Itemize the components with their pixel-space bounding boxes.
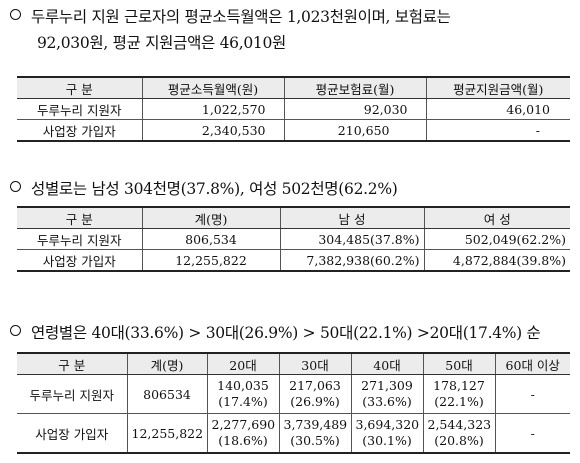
support-cell: - (425, 119, 570, 142)
row-label: 두루누리 지원자 (17, 228, 143, 250)
table-row: 사업장 가입자 2,340,530 210,650 - (17, 119, 570, 142)
table-row: 사업장 가입자 12,255,822 2,277,690 (18.6%) 3,73… (17, 413, 570, 454)
section1-heading: 두루누리 지원 근로자의 평균소득월액은 1,023천원이며, 보험료는 92,… (10, 4, 451, 56)
table-row: 두루누리 지원자 806534 140,035 (17.4%) 217,063 (2… (17, 374, 570, 414)
support-cell: 46,010 (425, 98, 570, 120)
column-header: 40대 (350, 352, 424, 375)
section3-heading: 연령별은 40대(33.6%) > 30대(26.9%) > 50대(22.1%… (10, 320, 541, 346)
income-table: 구 분 평균소득월액(원) 평균보험료(월) 평균지원금액(월) 두루누리 지원… (17, 76, 570, 142)
age-20s-cell: 140,035 (17.4%) (206, 374, 280, 414)
row-label: 두루누리 지원자 (17, 374, 128, 414)
total-cell: 806534 (126, 374, 208, 414)
section1-heading-line1: 두루누리 지원 근로자의 평균소득월액은 1,023천원이며, 보험료는 (31, 8, 451, 26)
column-header: 50대 (422, 352, 496, 375)
income-cell: 1,022,570 (141, 98, 285, 120)
column-header: 구 분 (17, 76, 143, 99)
age-60s-cell: - (494, 413, 570, 454)
column-header: 평균보험료(월) (283, 76, 427, 99)
male-cell: 304,485(37.8%) (279, 228, 425, 250)
circle-bullet-icon (10, 325, 21, 336)
row-label: 두루누리 지원자 (17, 98, 143, 120)
column-header: 30대 (278, 352, 352, 375)
column-header: 남 성 (279, 206, 425, 229)
table-row: 두루누리 지원자 806,534 304,485(37.8%) 502,049(… (17, 228, 570, 250)
age-20s-cell: 2,277,690 (18.6%) (206, 413, 280, 454)
column-header: 구 분 (17, 352, 128, 375)
column-header: 계(명) (141, 206, 281, 229)
table-header-row: 구 분 계(명) 남 성 여 성 (17, 206, 570, 229)
section3-heading-text: 연령별은 40대(33.6%) > 30대(26.9%) > 50대(22.1%… (31, 324, 541, 342)
table-header-row: 구 분 계(명) 20대 30대 40대 50대 60대 이상 (17, 352, 570, 375)
male-cell: 7,382,938(60.2%) (279, 249, 425, 272)
premium-cell: 210,650 (283, 119, 427, 142)
column-header: 60대 이상 (494, 352, 570, 375)
column-header: 평균소득월액(원) (141, 76, 285, 99)
gender-table: 구 분 계(명) 남 성 여 성 두루누리 지원자 806,534 304,48… (17, 206, 570, 272)
row-label: 사업장 가입자 (17, 413, 128, 454)
circle-bullet-icon (10, 181, 21, 192)
age-30s-cell: 3,739,489 (30.5%) (278, 413, 352, 454)
female-cell: 502,049(62.2%) (423, 228, 570, 250)
age-30s-cell: 217,063 (26.9%) (278, 374, 352, 414)
section2-heading: 성별로는 남성 304천명(37.8%), 여성 502천명(62.2%) (10, 176, 398, 202)
table-row: 사업장 가입자 12,255,822 7,382,938(60.2%) 4,87… (17, 249, 570, 272)
total-cell: 806,534 (141, 228, 281, 250)
age-60s-cell: - (494, 374, 570, 414)
age-50s-cell: 178,127 (22.1%) (422, 374, 496, 414)
column-header: 구 분 (17, 206, 143, 229)
column-header: 여 성 (423, 206, 570, 229)
table-row: 두루누리 지원자 1,022,570 92,030 46,010 (17, 98, 570, 120)
total-cell: 12,255,822 (141, 249, 281, 272)
table-header-row: 구 분 평균소득월액(원) 평균보험료(월) 평균지원금액(월) (17, 76, 570, 99)
row-label: 사업장 가입자 (17, 119, 143, 142)
female-cell: 4,872,884(39.8%) (423, 249, 570, 272)
column-header: 계(명) (126, 352, 208, 375)
column-header: 평균지원금액(월) (425, 76, 570, 99)
row-label: 사업장 가입자 (17, 249, 143, 272)
column-header: 20대 (206, 352, 280, 375)
section2-heading-text: 성별로는 남성 304천명(37.8%), 여성 502천명(62.2%) (31, 180, 398, 198)
section1-heading-line2: 92,030원, 평균 지원금액은 46,010원 (37, 34, 287, 52)
income-cell: 2,340,530 (141, 119, 285, 142)
circle-bullet-icon (10, 9, 21, 20)
age-50s-cell: 2,544,323 (20.8%) (422, 413, 496, 454)
age-table: 구 분 계(명) 20대 30대 40대 50대 60대 이상 두루누리 지원자… (17, 352, 570, 454)
age-40s-cell: 3,694,320 (30.1%) (350, 413, 424, 454)
premium-cell: 92,030 (283, 98, 427, 120)
age-40s-cell: 271,309 (33.6%) (350, 374, 424, 414)
total-cell: 12,255,822 (126, 413, 208, 454)
